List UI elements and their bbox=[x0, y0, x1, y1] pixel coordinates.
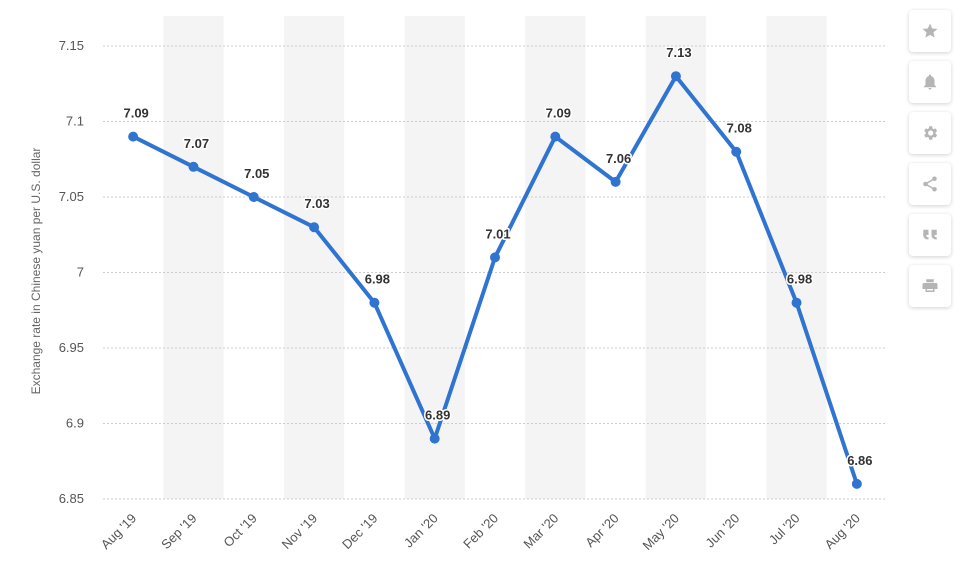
series-line bbox=[131, 74, 859, 486]
data-points bbox=[128, 71, 862, 489]
x-tick-label: May '20 bbox=[640, 511, 683, 554]
x-tick-label: Sep '19 bbox=[158, 511, 199, 552]
data-point[interactable] bbox=[188, 161, 199, 172]
data-label: 7.01 bbox=[485, 226, 510, 241]
background-band bbox=[283, 16, 345, 499]
background-band bbox=[766, 16, 827, 499]
data-label: 6.86 bbox=[847, 453, 872, 468]
data-point[interactable] bbox=[851, 478, 862, 489]
line-chart: 6.85 6.9 6.95 7 7.05 7.1 7.15 Aug '19 Sep '19 Oc… bbox=[29, 16, 887, 554]
chart-toolbar bbox=[909, 10, 951, 316]
x-tick-label: Apr '20 bbox=[582, 511, 621, 550]
background-band bbox=[525, 16, 586, 499]
y-tick-label: 6.85 bbox=[59, 491, 84, 506]
data-point[interactable] bbox=[731, 146, 742, 157]
y-tick-label: 7.05 bbox=[59, 189, 84, 204]
data-point[interactable] bbox=[369, 297, 380, 308]
data-labels: 7.09 7.07 7.05 7.03 6.98 6.89 7.01 7.09 7.06 7.13… bbox=[122, 44, 874, 470]
background-band bbox=[404, 16, 465, 499]
gear-icon bbox=[924, 126, 938, 140]
x-tick-label: Feb '20 bbox=[460, 511, 501, 552]
x-tick-label: Dec '19 bbox=[339, 511, 380, 552]
data-label: 6.98 bbox=[365, 272, 390, 287]
background-band bbox=[163, 16, 224, 499]
data-label: 6.89 bbox=[425, 408, 450, 423]
x-tick-label: Jan '20 bbox=[401, 511, 441, 551]
y-tick-label: 7.1 bbox=[66, 114, 84, 129]
data-point[interactable] bbox=[128, 131, 139, 142]
y-tick-label: 7.15 bbox=[59, 38, 84, 53]
share-button[interactable] bbox=[909, 163, 951, 205]
x-tick-label: Jul '20 bbox=[766, 511, 803, 548]
star-icon bbox=[922, 23, 938, 38]
x-tick-label: Nov '19 bbox=[279, 511, 320, 552]
alternating-bands bbox=[163, 16, 827, 499]
x-tick-label: Jun '20 bbox=[702, 511, 742, 551]
x-tick-label: Mar '20 bbox=[520, 511, 561, 552]
bell-icon bbox=[924, 74, 936, 90]
background-band bbox=[645, 16, 707, 499]
data-point[interactable] bbox=[550, 131, 561, 142]
x-tick-label: Oct '19 bbox=[220, 511, 259, 550]
data-label: 7.07 bbox=[184, 136, 209, 151]
data-label: 7.06 bbox=[606, 151, 631, 166]
y-axis-ticks: 6.85 6.9 6.95 7 7.05 7.1 7.15 bbox=[59, 38, 84, 506]
data-label: 7.09 bbox=[123, 106, 148, 121]
y-axis-title: Exchange rate in Chinese yuan per U.S. d… bbox=[29, 148, 43, 395]
data-label: 7.08 bbox=[727, 121, 752, 136]
data-label: 7.05 bbox=[244, 166, 269, 181]
print-button[interactable] bbox=[909, 265, 951, 307]
y-tick-label: 6.95 bbox=[59, 340, 84, 355]
data-point[interactable] bbox=[248, 192, 259, 202]
notification-button[interactable] bbox=[909, 61, 951, 103]
data-label: 7.13 bbox=[666, 45, 691, 60]
x-tick-label: Aug '20 bbox=[821, 511, 862, 552]
data-label: 7.03 bbox=[304, 196, 329, 211]
quote-icon bbox=[923, 229, 937, 240]
y-tick-label: 6.9 bbox=[66, 416, 84, 431]
data-point[interactable] bbox=[429, 433, 440, 444]
data-label: 7.09 bbox=[546, 106, 571, 121]
x-axis-ticks: Aug '19 Sep '19 Oct '19 Nov '19 Dec '19 Jan '… bbox=[98, 511, 863, 554]
share-icon bbox=[923, 176, 937, 192]
favorite-button[interactable] bbox=[909, 10, 951, 52]
y-tick-label: 7 bbox=[77, 265, 84, 280]
data-point[interactable] bbox=[670, 71, 681, 82]
data-point[interactable] bbox=[309, 222, 320, 233]
cite-button[interactable] bbox=[909, 214, 951, 256]
data-label: 6.98 bbox=[787, 272, 812, 287]
data-point[interactable] bbox=[791, 297, 802, 308]
series-line-path bbox=[131, 74, 859, 486]
print-icon bbox=[922, 279, 938, 292]
data-point[interactable] bbox=[610, 176, 621, 187]
data-point[interactable] bbox=[490, 252, 500, 263]
settings-button[interactable] bbox=[909, 112, 951, 154]
x-tick-label: Aug '19 bbox=[98, 511, 139, 552]
